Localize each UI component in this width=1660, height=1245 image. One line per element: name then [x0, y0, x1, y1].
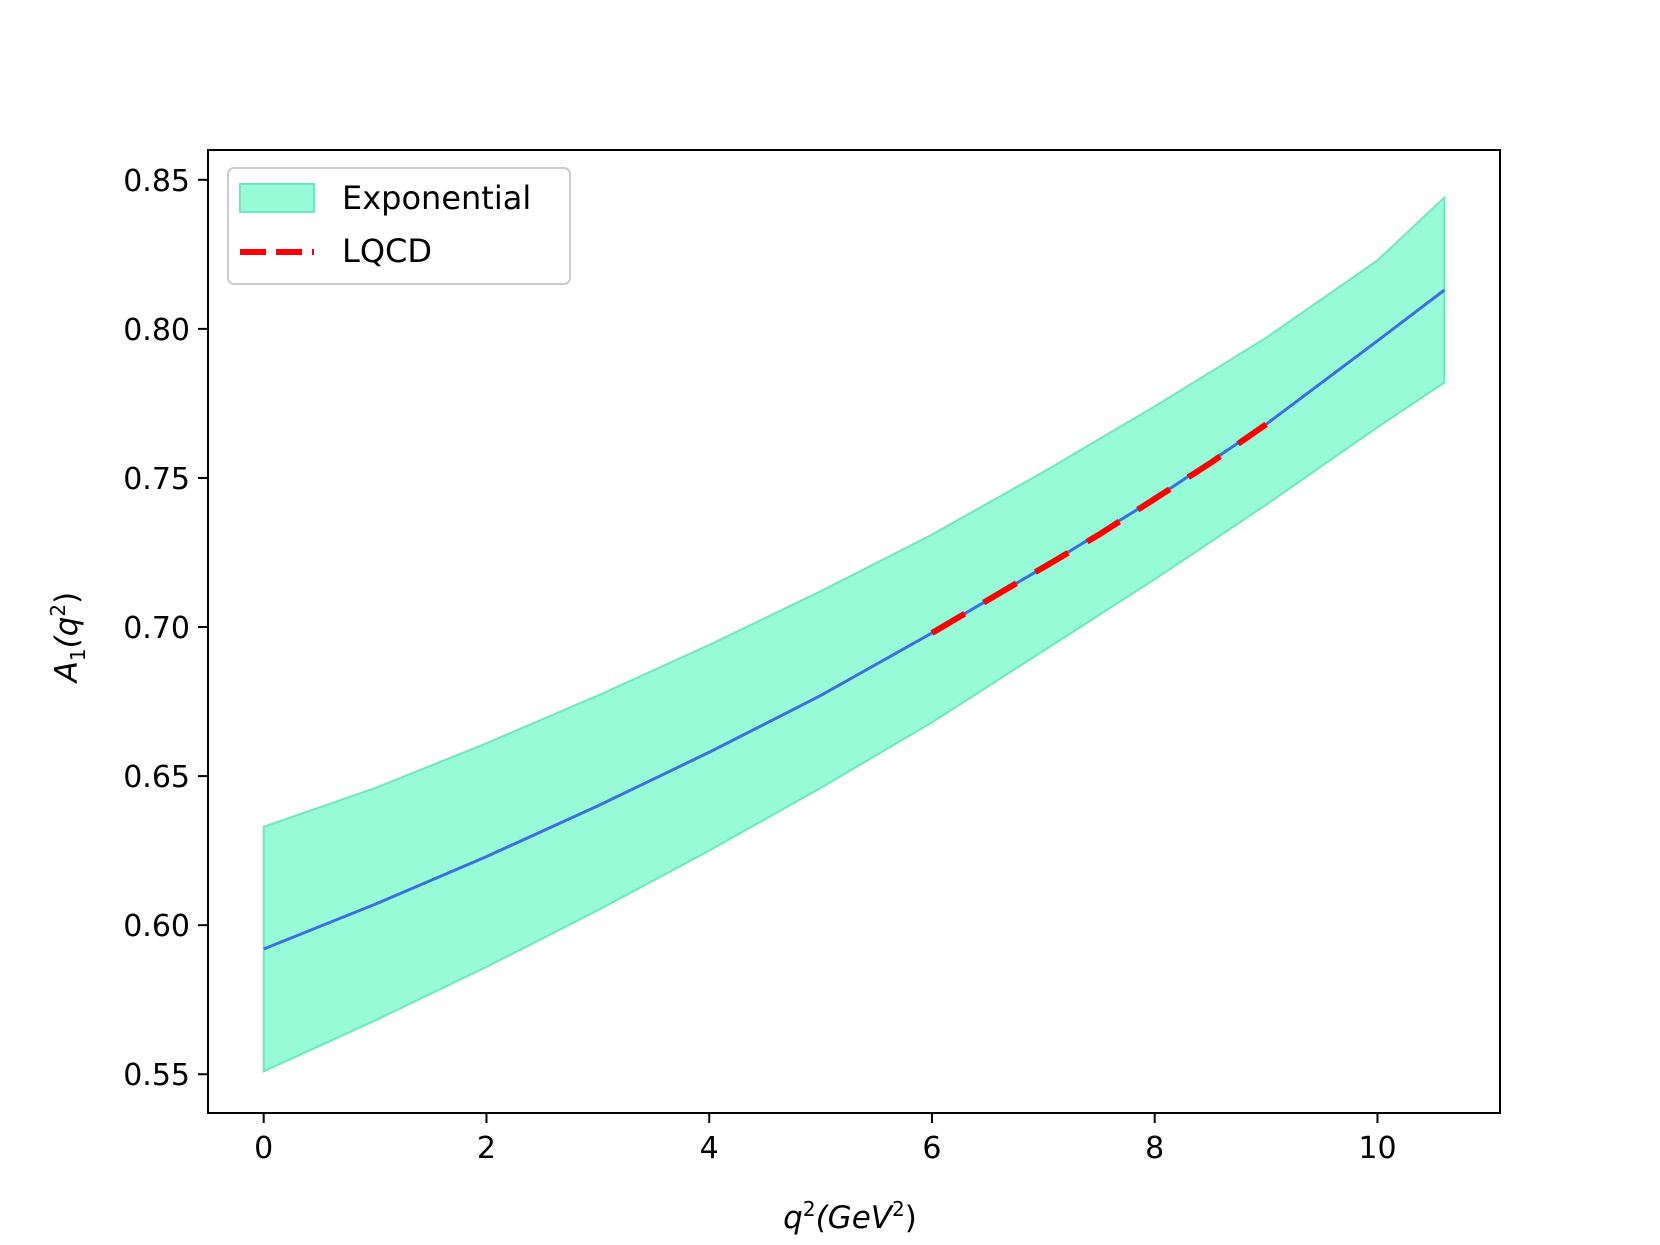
y-tick-label: 0.80	[123, 313, 190, 348]
x-tick-label: 6	[922, 1131, 941, 1166]
legend-label-lqcd: LQCD	[342, 232, 432, 270]
plot-area	[262, 195, 1446, 1073]
x-tick-label: 0	[254, 1131, 273, 1166]
axes: 0 2 4 6 8 10 0.55 0.60 0.65 0.70 0.75 0.80 0.85	[123, 149, 1501, 1166]
x-tick-label: 8	[1145, 1131, 1164, 1166]
y-tick-label: 0.85	[123, 164, 190, 199]
y-tick-label: 0.60	[123, 909, 190, 944]
y-tick-label: 0.70	[123, 611, 190, 646]
y-axis-label: A1(q2)	[46, 592, 90, 685]
x-tick-label: 2	[477, 1131, 496, 1166]
legend-label-exponential: Exponential	[342, 179, 531, 217]
x-tick-label: 4	[700, 1131, 719, 1166]
x-axis-label: q2(GeV2)	[783, 1197, 917, 1236]
legend: Exponential LQCD	[227, 167, 571, 285]
x-tick-label: 10	[1358, 1131, 1396, 1166]
legend-swatch-exponential	[239, 183, 315, 213]
exponential-band	[262, 195, 1446, 1073]
y-tick-label: 0.55	[123, 1058, 190, 1093]
central-fit-line	[263, 288, 1446, 951]
y-tick-label: 0.75	[123, 462, 190, 497]
lqcd-line	[930, 421, 1268, 636]
y-tick-label: 0.65	[123, 760, 190, 795]
axes-frame	[207, 149, 1501, 1114]
